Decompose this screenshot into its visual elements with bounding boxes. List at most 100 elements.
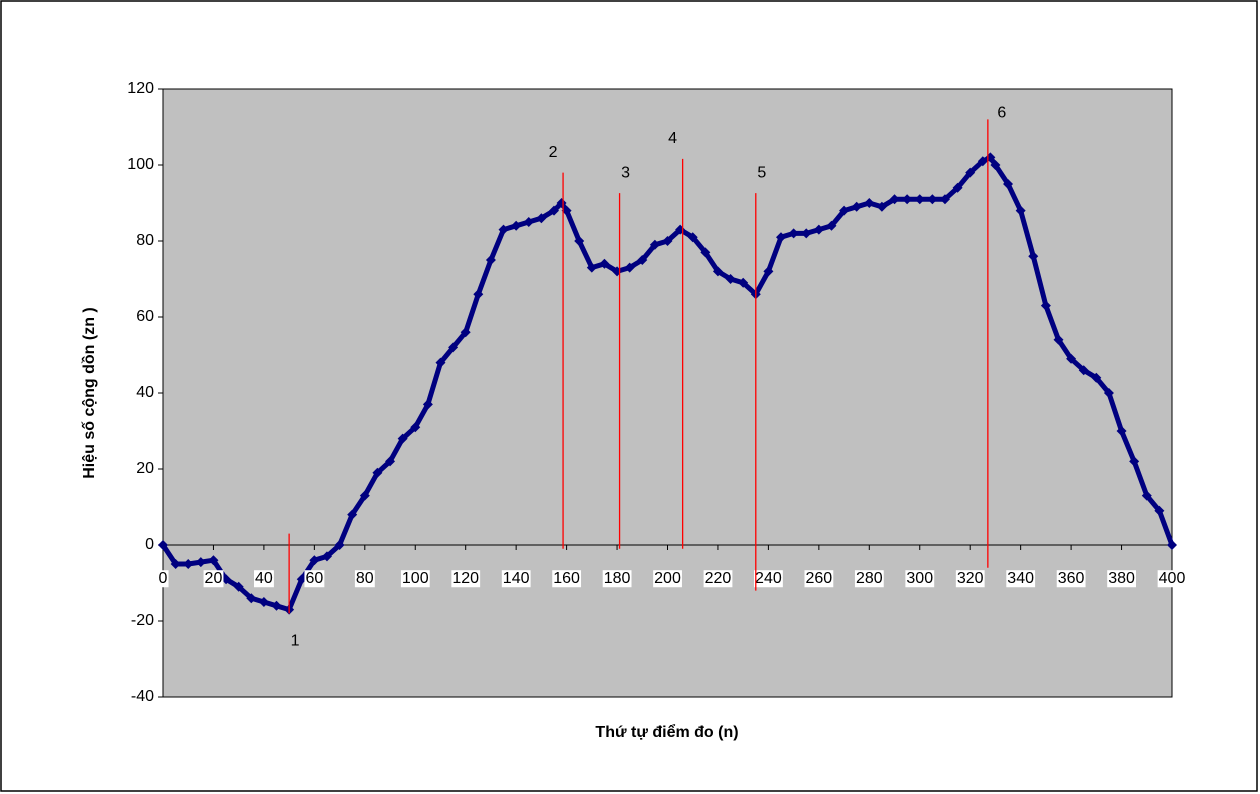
data-point xyxy=(221,574,232,585)
data-point xyxy=(839,205,850,216)
data-point xyxy=(561,205,572,216)
data-point xyxy=(927,194,938,205)
x-tick-label: 300 xyxy=(906,570,933,587)
data-point xyxy=(1103,388,1114,398)
data-point xyxy=(1066,353,1077,364)
data-point xyxy=(397,433,408,444)
x-tick-label-bg xyxy=(552,570,582,588)
data-point xyxy=(435,357,446,368)
x-tick-label-bg xyxy=(1006,570,1036,588)
data-point xyxy=(700,247,711,258)
data-point xyxy=(1091,372,1102,383)
data-point xyxy=(460,327,471,338)
x-tick-label-bg xyxy=(203,570,224,588)
data-point xyxy=(813,224,824,235)
data-point xyxy=(385,456,396,467)
data-point xyxy=(637,255,648,265)
data-point xyxy=(889,194,900,205)
x-tick-label-bg xyxy=(754,570,783,588)
data-point xyxy=(347,509,358,520)
data-point xyxy=(902,194,913,205)
data-point xyxy=(410,422,421,433)
marker-label: 1 xyxy=(291,633,300,650)
x-tick-label: 340 xyxy=(1007,570,1034,587)
x-tick-label: 140 xyxy=(503,570,530,587)
x-tick-label-bg xyxy=(254,570,274,588)
x-tick-label-bg xyxy=(451,570,481,588)
y-tick-label: 80 xyxy=(136,232,154,249)
x-tick-label: 80 xyxy=(356,570,374,587)
x-tick-label: 380 xyxy=(1108,570,1135,587)
data-point xyxy=(183,559,194,569)
y-tick-label: 120 xyxy=(127,80,154,97)
data-point xyxy=(687,232,698,243)
data-point xyxy=(271,600,282,611)
y-tick-label: 40 xyxy=(136,384,154,401)
data-point xyxy=(914,194,925,205)
data-point xyxy=(1040,300,1051,311)
x-tick-label: 360 xyxy=(1058,570,1085,587)
data-point xyxy=(422,399,433,410)
marker-label: 4 xyxy=(668,130,677,147)
data-point xyxy=(296,574,307,585)
data-point xyxy=(952,182,963,193)
y-tick-label: 60 xyxy=(136,308,154,325)
data-point xyxy=(586,262,597,273)
data-point xyxy=(536,213,547,224)
data-point xyxy=(321,551,332,562)
marker-label: 6 xyxy=(997,105,1006,122)
y-tick-label: 0 xyxy=(145,536,154,553)
y-tick-label: 100 xyxy=(127,156,154,173)
data-point xyxy=(1053,334,1064,345)
data-point xyxy=(851,201,862,212)
y-tick-label: -40 xyxy=(131,688,154,705)
data-point xyxy=(1003,179,1014,189)
x-tick-label: 20 xyxy=(205,570,223,587)
x-tick-label-bg xyxy=(1157,570,1187,588)
data-point xyxy=(763,266,774,277)
x-tick-label-bg xyxy=(602,570,632,588)
data-point xyxy=(309,555,320,566)
x-tick-label: 400 xyxy=(1159,570,1186,587)
data-point xyxy=(511,220,522,231)
x-tick-label-bg xyxy=(400,570,430,588)
x-tick-label: 180 xyxy=(604,570,631,587)
data-point xyxy=(965,167,976,178)
data-point xyxy=(1015,205,1026,216)
data-point xyxy=(473,289,484,300)
x-tick-label: 120 xyxy=(452,570,479,587)
x-tick-label: 320 xyxy=(957,570,984,587)
x-tick-label: 280 xyxy=(856,570,883,587)
x-tick-label: 160 xyxy=(553,570,580,587)
data-point xyxy=(170,559,181,569)
data-point xyxy=(939,194,950,205)
data-point xyxy=(246,593,257,604)
data-point xyxy=(725,274,736,284)
marker-label: 3 xyxy=(621,164,630,181)
x-tick-label: 260 xyxy=(805,570,832,587)
data-point xyxy=(448,342,459,353)
data-point xyxy=(359,490,370,501)
x-tick-label-bg xyxy=(304,570,325,588)
data-point xyxy=(548,205,559,216)
data-point xyxy=(1129,456,1140,467)
x-tick-label: 200 xyxy=(654,570,681,587)
data-point xyxy=(826,220,837,231)
data-point xyxy=(208,555,219,566)
x-tick-label-bg xyxy=(157,570,169,588)
data-point xyxy=(258,597,269,607)
data-point xyxy=(788,228,799,239)
data-point xyxy=(712,266,723,277)
data-point xyxy=(498,224,509,235)
x-tick-label-bg xyxy=(905,570,935,588)
x-tick-label: 60 xyxy=(305,570,323,587)
plot-area xyxy=(162,88,1173,698)
x-tick-label-bg xyxy=(703,570,733,588)
x-tick-label-bg xyxy=(501,570,531,588)
x-tick-label: 240 xyxy=(755,570,782,587)
data-point xyxy=(649,239,660,250)
data-point xyxy=(624,262,635,273)
y-tick-label: 20 xyxy=(136,460,154,477)
data-point xyxy=(1154,505,1165,516)
